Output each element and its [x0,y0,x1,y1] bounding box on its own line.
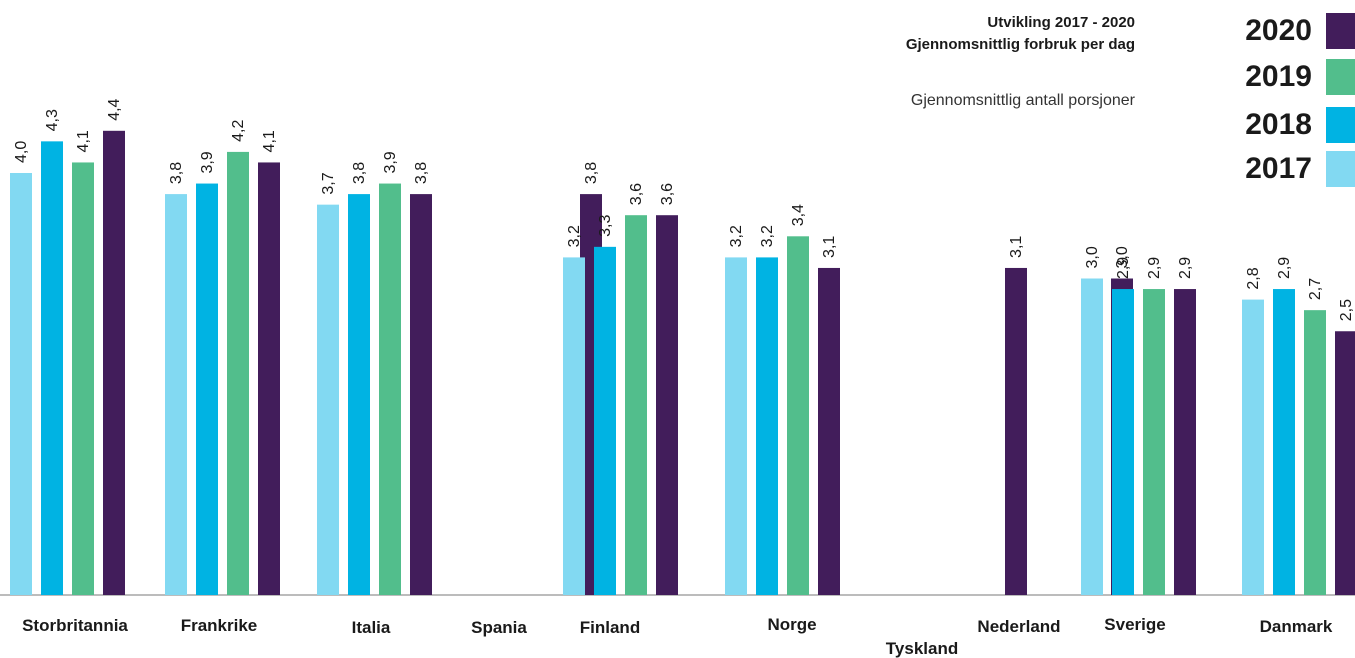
data-label-sverige-2020: 2,9 [1177,257,1194,279]
data-label-danmark-2017: 2,8 [1245,267,1262,289]
chart-subtitle: Gjennomsnittlig forbruk per dag [905,36,1135,53]
data-label-nederland-2020: 3,0 [1114,246,1131,268]
data-label-norge-2020: 3,1 [821,236,838,258]
data-label-norge-2017: 3,2 [728,225,745,247]
data-label-storbritannia-2020: 4,4 [106,98,123,120]
y-axis-label: Gjennomsnittlig antall porsjoner [910,92,1135,109]
data-label-storbritannia-2017: 4,0 [13,141,30,163]
legend-label-2017: 2017 [1245,152,1312,185]
bar-danmark-2020 [1335,331,1355,595]
bar-norge-2020 [818,267,840,595]
data-label-finland-2019: 3,6 [628,183,645,205]
bar-storbritannia-2017 [10,173,32,595]
data-label-danmark-2019: 2,7 [1307,278,1324,300]
legend-swatch-2018 [1326,107,1355,143]
chart-title: Utvikling 2017 - 2020 [987,14,1135,31]
bar-frankrike-2019 [227,151,249,595]
data-label-sverige-2017: 3,0 [1084,246,1101,268]
data-label-italia-2018: 3,8 [351,162,368,184]
category-label-sverige: Sverige [1104,615,1165,634]
bar-norge-2018 [756,257,778,595]
legend-label-2019: 2019 [1245,60,1312,93]
category-label-finland: Finland [580,618,640,637]
data-label-frankrike-2018: 3,9 [199,151,216,173]
data-label-italia-2017: 3,7 [320,172,337,194]
category-label-norge: Norge [767,615,816,634]
bar-italia-2018 [348,194,370,595]
category-label-storbritannia: Storbritannia [22,616,128,635]
category-label-danmark: Danmark [1260,617,1333,636]
data-label-norge-2019: 3,4 [790,204,807,226]
data-label-danmark-2018: 2,9 [1276,257,1293,279]
data-label-sverige-2018: 2,9 [1115,257,1132,279]
bar-italia-2017 [317,204,339,595]
bar-finland-2018 [594,246,616,595]
legend-item-2020: 2020 [1230,11,1355,51]
bar-finland-2020 [656,215,678,595]
legend-item-2017: 2017 [1230,149,1355,189]
bar-danmark-2019 [1304,310,1326,595]
legend-swatch-2020 [1326,13,1355,49]
data-label-frankrike-2019: 4,2 [230,120,247,142]
data-label-frankrike-2017: 3,8 [168,162,185,184]
bar-finland-2019 [625,215,647,595]
category-label-italia: Italia [352,618,391,637]
bar-tyskland-2020 [1005,267,1027,595]
bar-italia-2019 [379,183,401,596]
legend-label-2020: 2020 [1245,14,1312,47]
data-label-storbritannia-2019: 4,1 [75,130,92,152]
bar-finland-2017 [563,257,585,595]
data-label-italia-2019: 3,9 [382,151,399,173]
data-label-danmark-2020: 2,5 [1338,299,1355,321]
data-label-finland-2020: 3,6 [659,183,676,205]
bar-sverige-2020 [1174,289,1196,595]
category-label-frankrike: Frankrike [181,616,258,635]
bar-storbritannia-2018 [41,141,63,595]
bar-frankrike-2020 [258,162,280,595]
data-label-norge-2018: 3,2 [759,225,776,247]
legend-label-2018: 2018 [1245,108,1312,141]
data-label-storbritannia-2018: 4,3 [44,109,61,131]
bar-sverige-2018 [1112,289,1134,595]
data-label-tyskland-2020: 3,1 [1008,236,1025,258]
bar-frankrike-2018 [196,183,218,596]
bar-sverige-2019 [1143,289,1165,595]
bar-italia-2020 [410,194,432,595]
data-label-finland-2018: 3,3 [597,215,614,237]
legend-swatch-2017 [1326,151,1355,187]
category-label-tyskland: Tyskland [886,639,958,658]
legend-item-2018: 2018 [1230,105,1355,145]
data-label-italia-2020: 3,8 [413,162,430,184]
category-label-nederland: Nederland [977,617,1060,636]
bar-frankrike-2017 [165,194,187,595]
legend-swatch-2019 [1326,59,1355,95]
bar-norge-2017 [725,257,747,595]
bar-danmark-2018 [1273,289,1295,595]
data-label-finland-2017: 3,2 [566,225,583,247]
bar-sverige-2017 [1081,278,1103,595]
bar-storbritannia-2019 [72,162,94,595]
bar-danmark-2017 [1242,299,1264,595]
bar-storbritannia-2020 [103,130,125,596]
data-label-spania-2020: 3,8 [583,162,600,184]
bar-norge-2019 [787,236,809,596]
legend-item-2019: 2019 [1230,57,1355,97]
category-label-spania: Spania [471,618,527,637]
data-label-frankrike-2020: 4,1 [261,130,278,152]
data-label-sverige-2019: 2,9 [1146,257,1163,279]
